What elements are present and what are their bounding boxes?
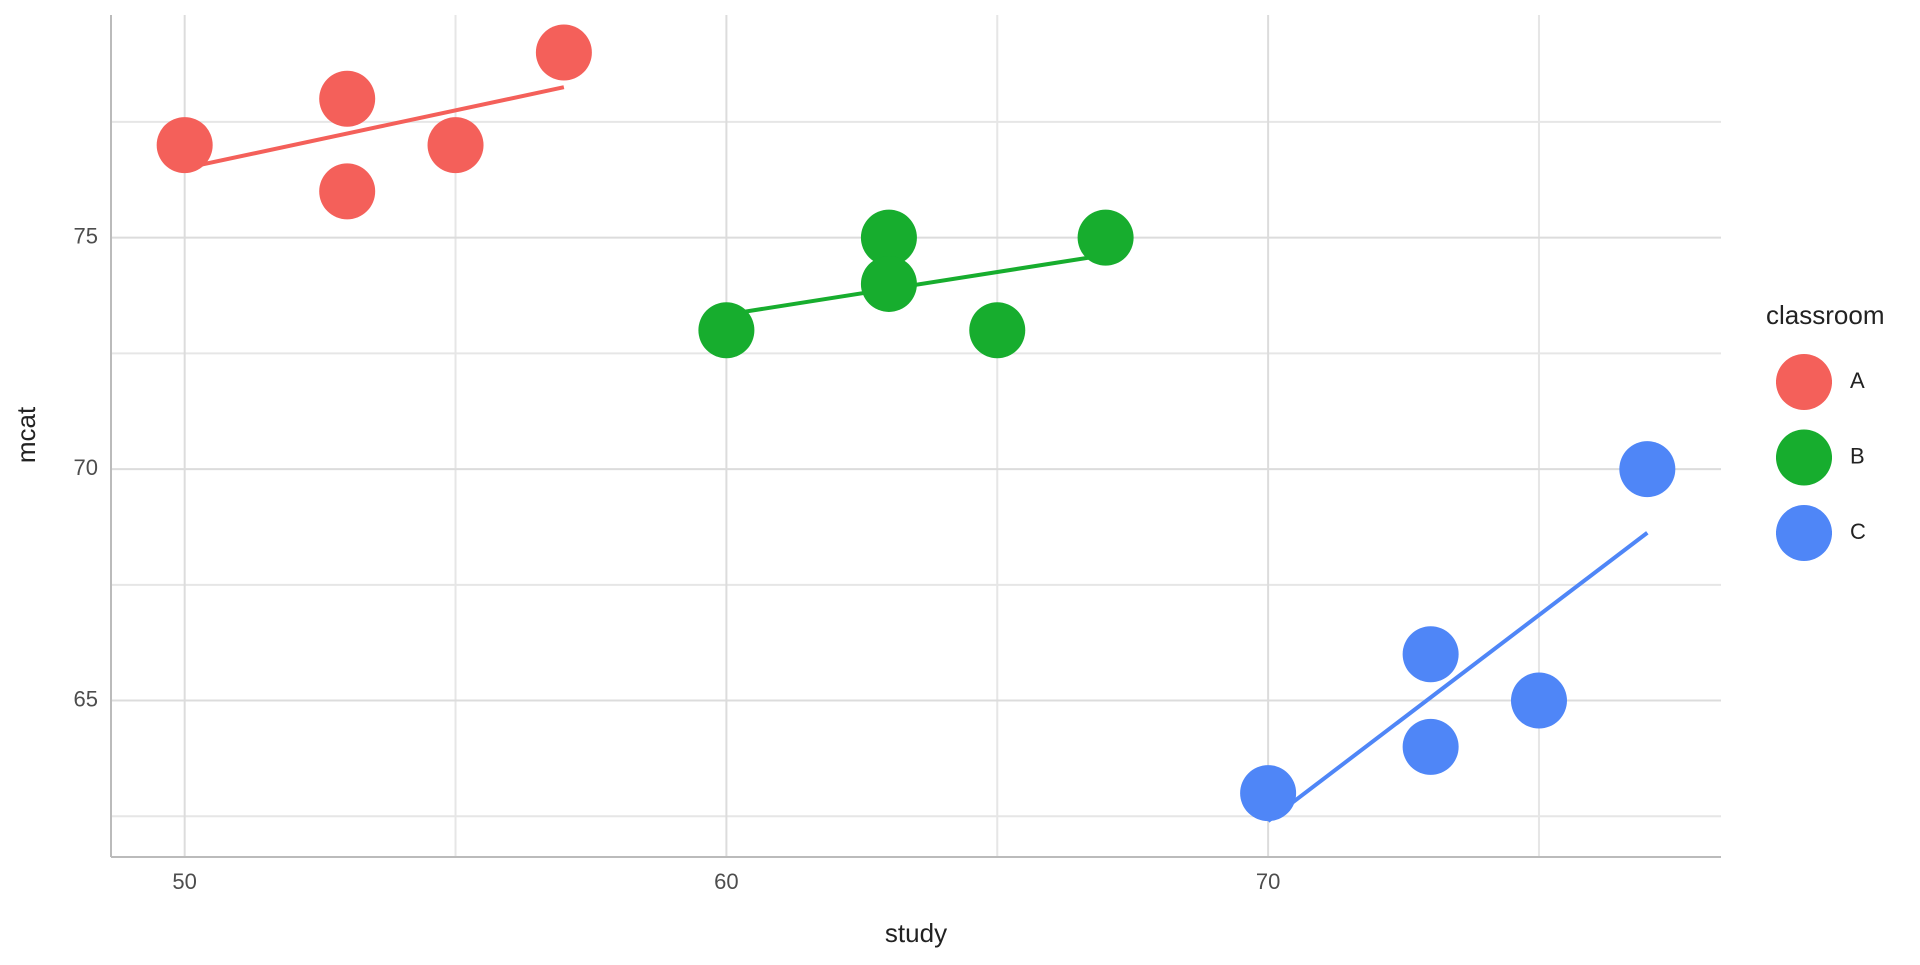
y-tick-label: 65 xyxy=(74,686,98,711)
legend-title: classroom xyxy=(1766,300,1884,330)
point xyxy=(1402,626,1459,683)
fit-line xyxy=(1266,531,1649,823)
legend-label: B xyxy=(1850,443,1865,468)
point xyxy=(427,117,484,174)
point xyxy=(1402,718,1459,775)
legend-label: C xyxy=(1850,519,1866,544)
y-tick-label: 75 xyxy=(74,223,98,248)
point xyxy=(860,255,917,312)
x-tick-label: 50 xyxy=(172,869,196,894)
x-tick-label: 60 xyxy=(714,869,738,894)
legend-key xyxy=(1776,429,1832,486)
point xyxy=(156,117,213,174)
point xyxy=(698,302,755,359)
x-axis-title: study xyxy=(885,918,947,948)
point xyxy=(1077,209,1134,266)
y-axis-title: mcat xyxy=(11,406,41,463)
point xyxy=(319,70,376,127)
point xyxy=(319,163,376,220)
point xyxy=(860,209,917,266)
point xyxy=(1240,765,1297,822)
point xyxy=(969,302,1026,359)
point xyxy=(1619,441,1676,498)
legend-label: A xyxy=(1850,368,1865,393)
legend-key xyxy=(1776,354,1832,410)
point xyxy=(1510,672,1567,729)
y-tick-label: 70 xyxy=(74,455,98,480)
fit-line xyxy=(184,85,565,171)
x-tick-label: 70 xyxy=(1256,869,1280,894)
point xyxy=(535,24,592,81)
legend-key xyxy=(1776,505,1832,561)
